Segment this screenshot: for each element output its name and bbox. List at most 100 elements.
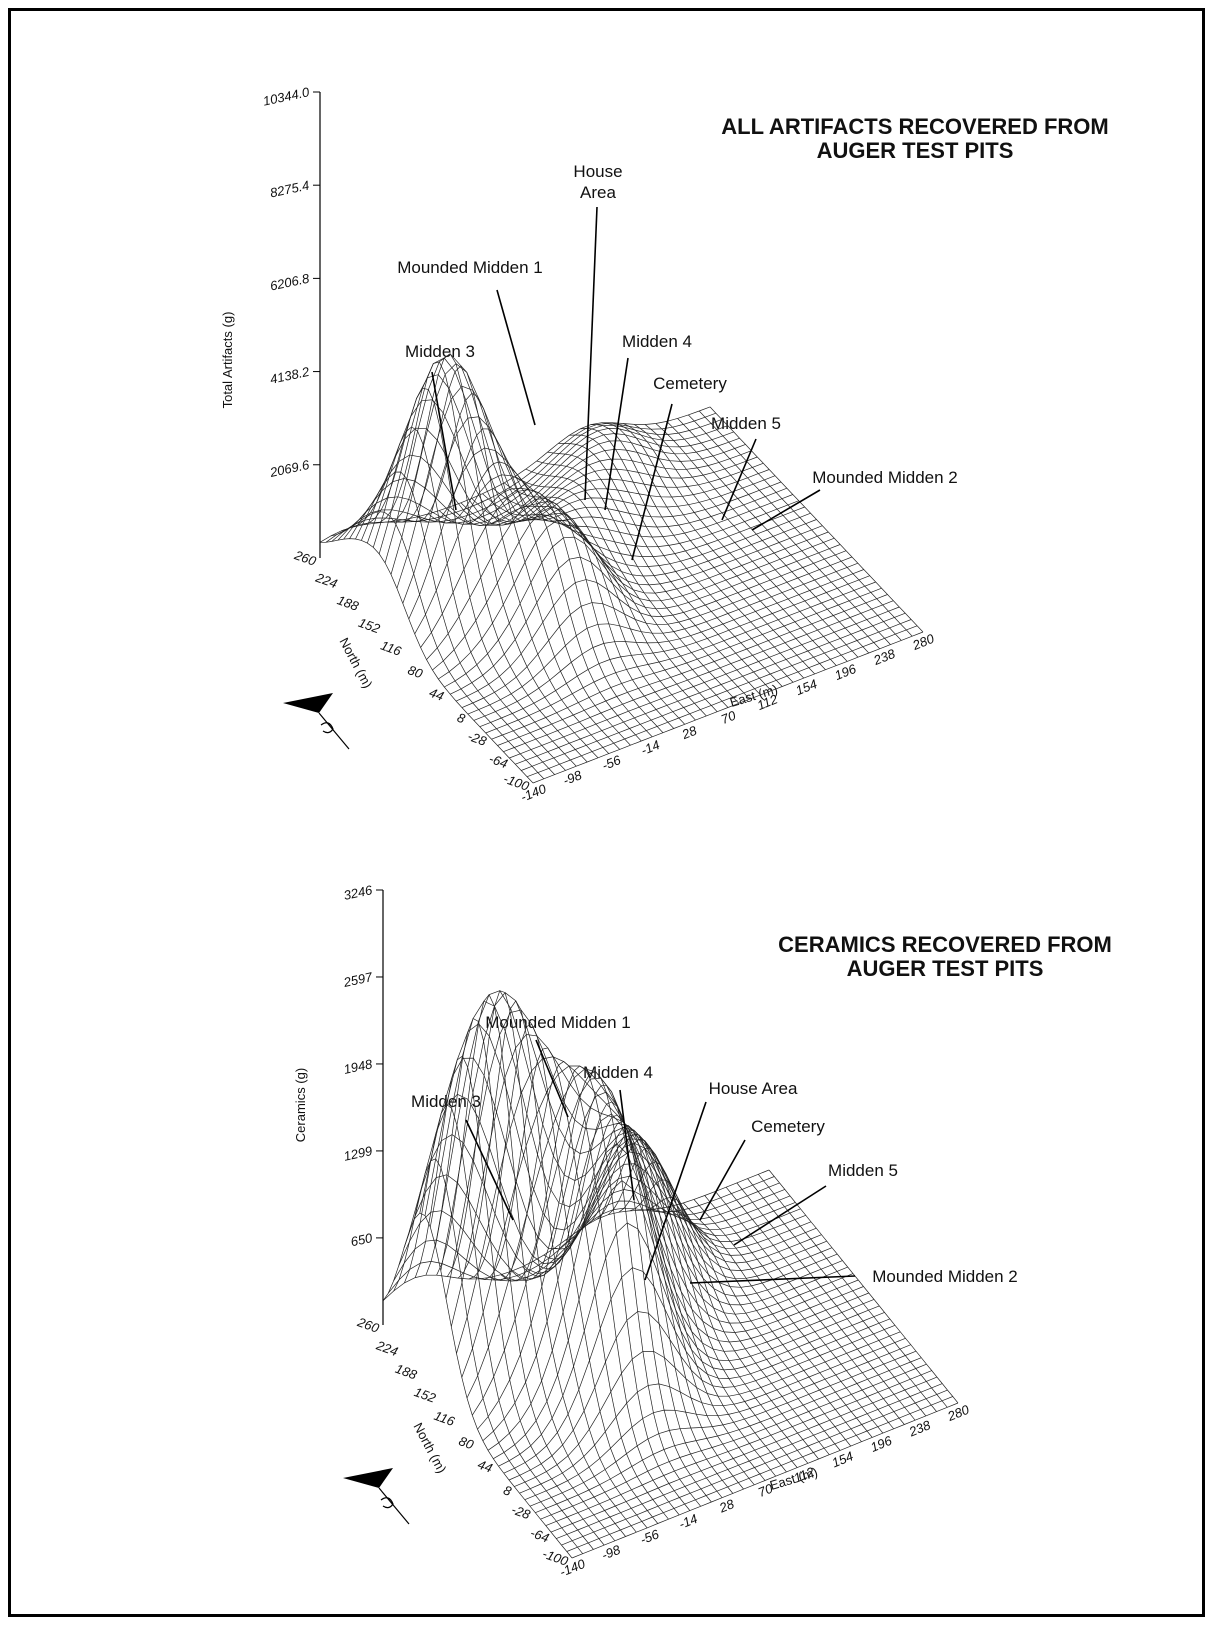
- mesh-line-y: [450, 544, 841, 695]
- mesh-line-x: [352, 426, 566, 771]
- mesh-line-x: [547, 451, 761, 696]
- z-tick-label: 8275.4: [269, 177, 311, 200]
- leader-line-m5: [733, 1185, 827, 1246]
- leader-line-cem: [699, 1139, 746, 1221]
- y-tick-label: 80: [406, 662, 425, 681]
- mesh-line-x: [460, 502, 675, 729]
- surface-mesh: [319, 353, 924, 784]
- leader-line-mm2: [689, 1275, 856, 1284]
- mesh-line-x: [758, 1174, 948, 1408]
- annotation-midden-3: Midden 3: [411, 1092, 481, 1111]
- annotation-mounded-midden-2: Mounded Midden 2: [812, 468, 958, 487]
- mesh-line-x: [406, 392, 620, 750]
- mesh-line-x: [650, 1209, 841, 1451]
- mesh-line-x: [511, 1071, 701, 1507]
- y-tick-label: 260: [292, 547, 319, 569]
- mesh-line-x: [661, 1207, 852, 1447]
- mesh-line-x: [449, 501, 664, 733]
- mesh-line-x: [479, 1047, 669, 1520]
- y-tick-label: -28: [510, 1502, 534, 1523]
- mesh-line-x: [482, 493, 696, 721]
- mesh-line-x: [682, 1202, 873, 1438]
- y-tick-label: 152: [356, 615, 382, 637]
- annotation-mounded-midden-1: Mounded Midden 1: [397, 258, 543, 277]
- leader-line-m4: [604, 357, 629, 511]
- x-tick-label: 280: [945, 1402, 972, 1425]
- y-axis-label: North (m): [410, 1420, 449, 1476]
- mesh-line-y: [366, 399, 758, 544]
- mesh-line-x: [543, 1114, 734, 1494]
- z-tick-label: 1948: [342, 1056, 374, 1077]
- leader-line-house: [584, 206, 598, 501]
- mesh-line-x: [618, 1161, 809, 1464]
- mesh-line-x: [393, 1158, 583, 1554]
- y-tick-label: -64: [528, 1525, 551, 1546]
- mesh-line-x: [601, 422, 815, 675]
- mesh-line-x: [363, 387, 577, 767]
- mesh-line-x: [579, 428, 794, 683]
- x-tick-label: 280: [910, 631, 937, 654]
- annotation-leaders: [465, 1039, 856, 1284]
- z-tick-label: 2069.6: [268, 457, 312, 480]
- x-tick-label: 28: [716, 1496, 737, 1516]
- mesh-line-x: [768, 1169, 959, 1404]
- mesh-line-x: [725, 1186, 916, 1421]
- annotation-mounded-midden-1: Mounded Midden 1: [485, 1013, 631, 1032]
- chart-title-line-2: AUGER TEST PITS: [817, 138, 1014, 163]
- mesh-line-x: [503, 482, 718, 712]
- mesh-line-x: [382, 1212, 573, 1559]
- leader-line-mm1: [496, 289, 536, 426]
- mesh-line-x: [655, 423, 870, 654]
- mesh-line-y: [473, 569, 864, 721]
- x-tick-label: 112: [755, 691, 781, 713]
- y-tick-label: 260: [355, 1314, 382, 1336]
- mesh-line-x: [704, 1195, 894, 1430]
- mesh-line-x: [688, 414, 902, 641]
- y-tick-label: 8: [501, 1482, 514, 1499]
- mesh-line-x: [612, 422, 826, 670]
- annotation-midden-5: Midden 5: [711, 414, 781, 433]
- y-tick-label: -64: [487, 751, 510, 772]
- mesh-line-x: [374, 361, 588, 763]
- mesh-line-y: [408, 447, 799, 620]
- mesh-line-x: [698, 410, 913, 637]
- y-tick-label: 152: [412, 1384, 438, 1406]
- z-tick-label: 6206.8: [269, 270, 312, 293]
- mesh-line-x: [629, 1179, 819, 1460]
- mesh-line-y: [349, 437, 740, 539]
- x-tick-label: -98: [599, 1542, 623, 1563]
- chart-total-artifacts: ALL ARTIFACTS RECOVERED FROM AUGER TEST …: [220, 84, 1109, 805]
- mesh-line-x: [575, 1129, 766, 1481]
- chart-title-line-1: CERAMICS RECOVERED FROM: [778, 932, 1112, 957]
- y-tick-label: 188: [393, 1361, 419, 1383]
- annotation-mounded-midden-2: Mounded Midden 2: [872, 1267, 1018, 1286]
- y-tick-label: -28: [466, 728, 490, 749]
- mesh-line-x: [736, 1182, 927, 1417]
- z-axis: 650 1299 1948 2597 3246: [341, 882, 384, 1325]
- z-axis-label: Ceramics (g): [293, 1068, 308, 1142]
- x-tick-label: -56: [638, 1526, 662, 1547]
- mesh-line-x: [500, 1065, 691, 1511]
- mesh-line-y: [479, 575, 870, 728]
- mesh-line-x: [590, 424, 805, 679]
- mesh-line-x: [666, 421, 880, 650]
- y-tick-label: 116: [379, 638, 404, 659]
- mesh-line-y: [529, 1350, 917, 1507]
- z-tick-label: 650: [349, 1230, 374, 1249]
- x-tick-label: -98: [561, 767, 585, 788]
- mesh-line-x: [384, 353, 599, 759]
- mesh-line-x: [607, 1147, 798, 1468]
- mesh-line-x: [532, 1101, 723, 1498]
- mesh-line-x: [677, 418, 891, 645]
- leader-line-cem: [631, 403, 673, 561]
- annotation-house-area: House Area: [709, 1079, 798, 1098]
- chart-title-line-1: ALL ARTIFACTS RECOVERED FROM: [721, 114, 1108, 139]
- mesh-line-y: [414, 1093, 801, 1264]
- mesh-line-x: [447, 990, 637, 1533]
- mesh-line-x: [436, 994, 626, 1537]
- mesh-line-x: [747, 1178, 937, 1412]
